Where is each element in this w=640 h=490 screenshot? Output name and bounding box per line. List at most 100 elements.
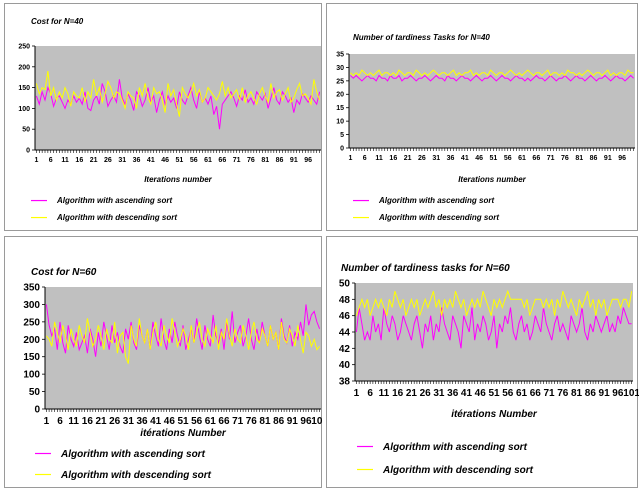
x-tick-label: 1: [44, 416, 50, 427]
y-tick-label: 50: [29, 387, 41, 398]
y-tick-label: 5: [340, 132, 344, 139]
x-tick-label: 1: [354, 388, 360, 399]
y-tick-label: 100: [23, 370, 40, 381]
x-tick-label: 71: [232, 416, 244, 427]
series-line-descending: [355, 289, 633, 316]
chart-panel-cost-n40: Cost for N=40 0 50 100 150 200 250 1 6 11 16 21 26 31…: [4, 3, 322, 231]
x-tick-label: 96: [300, 416, 312, 427]
chart-title: Number of tardiness Tasks for N=40: [353, 33, 490, 42]
x-axis-label: itérations Number: [451, 409, 538, 420]
x-tick-label: 1: [34, 157, 38, 164]
y-tick-label: 150: [18, 85, 30, 92]
legend-label: Algorithm with descending sort: [382, 465, 534, 476]
x-tick-label: 81: [261, 157, 269, 164]
y-tick-label: 48: [339, 295, 351, 306]
x-tick-label: 101: [311, 416, 323, 427]
y-tick-label: 46: [339, 311, 351, 322]
chart-title: Number of tardiness tasks for N=60: [341, 263, 510, 274]
x-tick-label: 21: [406, 388, 418, 399]
y-tick-label: 38: [339, 377, 351, 388]
x-tick-label: 36: [447, 155, 455, 162]
chart-panel-tardiness-n40: Number of tardiness Tasks for N=40 0 5 10 15…: [326, 3, 638, 231]
y-tick-label: 0: [26, 147, 30, 154]
y-tick-label: 250: [18, 43, 30, 50]
chart-panel-cost-n60: Cost for N=60 0 50 100 150 200 250 300 350 1 6 11 16…: [4, 236, 323, 488]
x-tick-label: 26: [418, 155, 426, 162]
x-tick-label: 11: [68, 416, 79, 427]
x-tick-label: 21: [95, 416, 107, 427]
y-tick-label: 30: [336, 65, 344, 72]
y-tick-label: 50: [339, 279, 351, 290]
x-tick-label: 31: [118, 157, 126, 164]
x-axis-label: Iterations number: [458, 175, 526, 184]
series-line-ascending: [355, 307, 632, 349]
x-axis-label: Iterations number: [144, 175, 212, 184]
x-tick-label: 56: [504, 155, 512, 162]
x-tick-label: 86: [276, 157, 284, 164]
legend-label: Algorithm with descending sort: [378, 213, 499, 222]
y-tick-label: 0: [34, 405, 40, 416]
plot-area: [45, 287, 321, 409]
x-tick-label: 31: [433, 388, 445, 399]
x-tick-label: 66: [530, 388, 542, 399]
y-tick-label: 40: [339, 360, 351, 371]
legend-label: Algorithm with ascending sort: [382, 442, 528, 453]
x-tick-label: 36: [133, 157, 141, 164]
x-tick-label: 101: [623, 388, 639, 399]
y-tick-label: 0: [340, 145, 344, 152]
x-tick-label: 96: [304, 157, 312, 164]
x-tick-label: 86: [273, 416, 285, 427]
x-tick-label: 26: [104, 157, 112, 164]
y-tick-label: 200: [18, 64, 30, 71]
x-tick-label: 36: [447, 388, 459, 399]
x-tick-label: 41: [150, 416, 162, 427]
x-tick-label: 16: [75, 157, 83, 164]
x-tick-label: 21: [90, 157, 98, 164]
x-tick-label: 6: [57, 416, 63, 427]
legend-label: Algorithm with ascending sort: [56, 196, 172, 205]
x-tick-label: 1: [348, 155, 352, 162]
x-tick-label: 81: [575, 155, 583, 162]
x-tick-label: 56: [190, 157, 198, 164]
y-tick-label: 350: [23, 283, 40, 294]
y-tick-label: 250: [23, 317, 40, 328]
x-tick-label: 81: [259, 416, 271, 427]
x-tick-label: 91: [604, 155, 612, 162]
x-tick-label: 61: [205, 416, 217, 427]
chart-tardiness-n60: Number of tardiness tasks for N=60 38 40 42…: [339, 263, 639, 476]
y-tick-label: 15: [336, 105, 344, 112]
x-tick-label: 11: [61, 157, 69, 164]
y-tick-label: 20: [336, 92, 344, 99]
x-tick-label: 16: [389, 155, 397, 162]
x-tick-label: 21: [404, 155, 412, 162]
x-tick-label: 51: [176, 157, 184, 164]
x-tick-label: 26: [420, 388, 432, 399]
chart-tardiness-n40: Number of tardiness Tasks for N=40051015…: [336, 33, 635, 222]
x-tick-label: 81: [571, 388, 583, 399]
x-tick-label: 11: [379, 388, 390, 399]
x-tick-label: 61: [516, 388, 528, 399]
y-tick-label: 200: [23, 335, 40, 346]
x-tick-label: 91: [599, 388, 611, 399]
x-tick-label: 11: [375, 155, 383, 162]
x-tick-label: 46: [161, 157, 169, 164]
x-tick-label: 76: [561, 155, 569, 162]
series-line-ascending: [350, 74, 634, 82]
x-tick-label: 71: [543, 388, 555, 399]
x-tick-label: 6: [49, 157, 53, 164]
x-tick-label: 71: [233, 157, 241, 164]
x-tick-label: 51: [177, 416, 189, 427]
x-tick-label: 76: [247, 157, 255, 164]
x-tick-label: 76: [246, 416, 258, 427]
series-line-descending: [350, 69, 634, 77]
x-tick-label: 31: [432, 155, 440, 162]
series-line-descending: [35, 70, 321, 117]
chart-title: Cost for N=60: [31, 267, 97, 278]
legend-label: Algorithm with descending sort: [56, 213, 177, 222]
x-tick-label: 66: [218, 416, 230, 427]
x-axis-label: itérations Number: [140, 428, 227, 439]
x-tick-label: 36: [136, 416, 148, 427]
x-tick-label: 16: [392, 388, 404, 399]
x-tick-label: 61: [518, 155, 526, 162]
